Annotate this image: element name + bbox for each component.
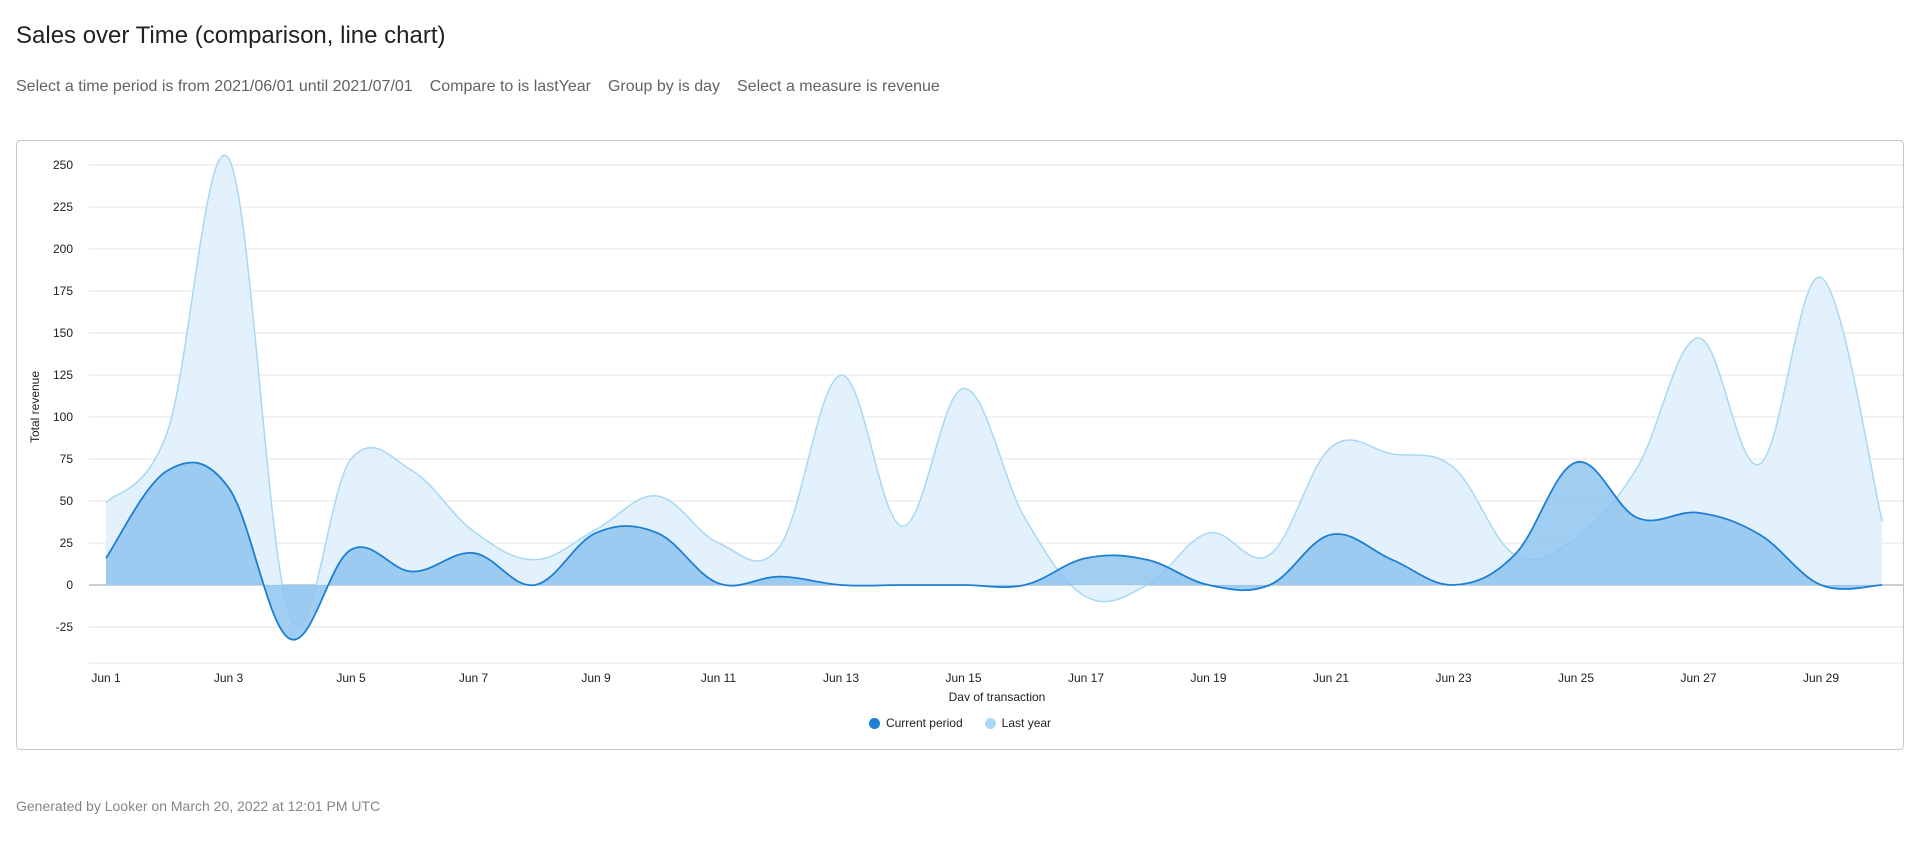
filter-time-period[interactable]: Select a time period is from 2021/06/01 … bbox=[16, 78, 413, 95]
x-tick-label: Jun 23 bbox=[1435, 671, 1471, 685]
y-tick-label: 175 bbox=[53, 284, 73, 298]
x-tick-label: Jun 9 bbox=[581, 671, 611, 685]
y-tick-label: 250 bbox=[53, 158, 73, 172]
y-tick-label: 100 bbox=[53, 410, 73, 424]
x-tick-label: Jun 13 bbox=[823, 671, 859, 685]
x-tick-label: Jun 1 bbox=[91, 671, 121, 685]
y-tick-label: 0 bbox=[66, 578, 73, 592]
y-tick-label: 125 bbox=[53, 368, 73, 382]
y-tick-label: 25 bbox=[60, 536, 74, 550]
chart-card: 250 225 200 175 150 125 100 75 50 25 0 -25 Jun 1 Jun… bbox=[16, 140, 1904, 750]
series-line-last-year[interactable] bbox=[105, 154, 1883, 626]
x-tick-label: Jun 29 bbox=[1803, 671, 1839, 685]
x-tick-label: Jun 5 bbox=[336, 671, 366, 685]
filter-bar: Select a time period is from 2021/06/01 … bbox=[16, 78, 940, 96]
legend-dot-last-year bbox=[984, 717, 996, 729]
y-tick-label: 50 bbox=[60, 494, 74, 508]
legend-dot-current bbox=[868, 717, 880, 729]
filter-measure[interactable]: Select a measure is revenue bbox=[737, 78, 940, 95]
y-tick-label: 200 bbox=[53, 242, 73, 256]
x-tick-label: Jun 15 bbox=[945, 671, 981, 685]
filter-compare-to[interactable]: Compare to is lastYear bbox=[429, 78, 591, 95]
x-axis: Jun 1 Jun 3 Jun 5 Jun 7 Jun 9 Jun 11 Jun 13 Jun… bbox=[91, 671, 1839, 685]
x-tick-label: Jun 27 bbox=[1680, 671, 1716, 685]
series-area-last-year bbox=[106, 155, 1883, 626]
x-tick-label: Jun 3 bbox=[214, 671, 244, 685]
legend-label-last-year: Last year bbox=[1001, 716, 1052, 730]
series-areas bbox=[105, 154, 1883, 641]
x-tick-label: Jun 25 bbox=[1558, 671, 1594, 685]
x-axis-label: Day of transaction bbox=[949, 690, 1046, 701]
legend-label-current: Current period bbox=[885, 716, 963, 730]
series-area-current-period bbox=[106, 461, 1883, 640]
chart-legend: Current period Last year bbox=[17, 716, 1903, 730]
page-title: Sales over Time (comparison, line chart) bbox=[16, 22, 446, 49]
footer-generated-by: Generated by Looker on March 20, 2022 at… bbox=[16, 798, 381, 814]
x-tick-label: Jun 11 bbox=[701, 671, 736, 685]
grid-lines bbox=[89, 164, 1903, 664]
x-tick-label: Jun 19 bbox=[1190, 671, 1226, 685]
legend-item-last-year[interactable]: Last year bbox=[984, 716, 1052, 730]
legend-item-current[interactable]: Current period bbox=[868, 716, 963, 730]
y-tick-label: 75 bbox=[60, 452, 74, 466]
x-tick-label: Jun 21 bbox=[1313, 671, 1349, 685]
y-tick-label: -25 bbox=[56, 620, 74, 634]
series-line-current-period[interactable] bbox=[105, 461, 1883, 641]
filter-group-by[interactable]: Group by is day bbox=[607, 78, 721, 95]
y-tick-label: 225 bbox=[53, 200, 73, 214]
x-tick-label: Jun 17 bbox=[1068, 671, 1104, 685]
y-axis-label: Total revenue bbox=[28, 371, 42, 443]
y-tick-label: 150 bbox=[53, 326, 73, 340]
x-tick-label: Jun 7 bbox=[459, 671, 489, 685]
